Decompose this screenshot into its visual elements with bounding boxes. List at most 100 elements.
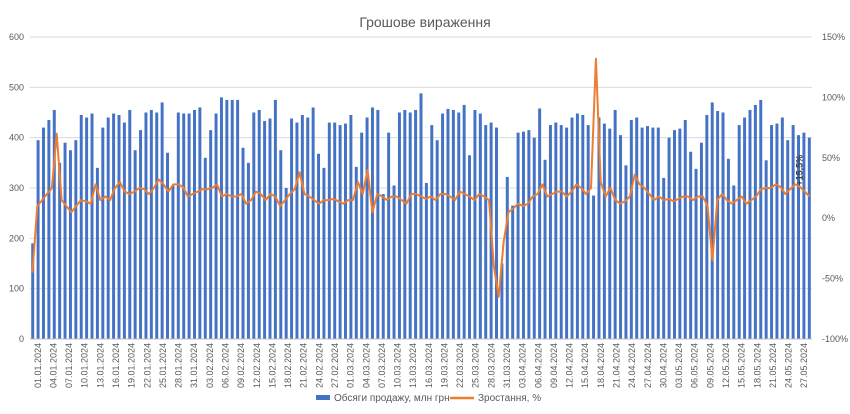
bar xyxy=(160,102,164,339)
x-tick-label: 31.03.2024 xyxy=(502,343,512,388)
bar xyxy=(716,110,720,340)
x-tick-label: 01.01.2024 xyxy=(33,343,43,388)
bar xyxy=(284,188,288,339)
bar xyxy=(505,176,509,339)
bar xyxy=(68,150,72,339)
bar xyxy=(802,132,806,339)
bar xyxy=(230,99,234,340)
bar xyxy=(516,132,520,339)
bar xyxy=(214,113,218,339)
x-tick-label: 01.03.2024 xyxy=(346,343,356,388)
x-tick-label: 12.05.2024 xyxy=(721,343,731,388)
bar xyxy=(414,109,418,339)
bar xyxy=(322,167,326,339)
growth-line xyxy=(31,57,811,298)
x-tick-label: 24.04.2024 xyxy=(627,343,637,388)
bar xyxy=(63,142,67,339)
primary-y-axis: 0 100 200 300 400 500 600 xyxy=(9,32,24,344)
bar xyxy=(651,127,655,339)
bar xyxy=(786,140,790,339)
bar xyxy=(554,122,558,339)
bar xyxy=(203,157,207,339)
bar xyxy=(689,151,693,339)
x-tick-label: 04.01.2024 xyxy=(48,343,58,388)
bar xyxy=(101,127,105,339)
bar xyxy=(257,109,261,339)
bar xyxy=(198,107,202,339)
bar xyxy=(327,122,331,339)
bar xyxy=(764,160,768,339)
bar xyxy=(360,132,364,339)
bar xyxy=(430,125,434,339)
bar xyxy=(484,125,488,339)
bar xyxy=(171,185,175,339)
bar xyxy=(478,113,482,339)
y-tick-label: 0 xyxy=(19,334,24,344)
x-tick-label: 09.05.2024 xyxy=(705,343,715,388)
bar xyxy=(41,127,45,339)
bar xyxy=(36,140,40,339)
bar xyxy=(619,135,623,339)
x-tick-label: 19.03.2024 xyxy=(439,343,449,388)
x-tick-label: 07.01.2024 xyxy=(64,343,74,388)
bar xyxy=(90,113,94,339)
x-tick-label: 28.03.2024 xyxy=(486,343,496,388)
x-tick-label: 25.03.2024 xyxy=(471,343,481,388)
bar xyxy=(47,120,51,339)
bar xyxy=(592,195,596,339)
bar xyxy=(678,128,682,339)
bar xyxy=(166,152,170,339)
bar xyxy=(743,117,747,340)
x-tick-label: 22.01.2024 xyxy=(142,343,152,388)
x-tick-label: 27.02.2024 xyxy=(330,343,340,388)
bar xyxy=(408,112,412,339)
bar-series xyxy=(31,93,811,340)
bar xyxy=(397,112,401,339)
bar xyxy=(344,123,347,339)
bar xyxy=(662,177,666,339)
bar xyxy=(770,125,774,339)
x-tick-label: 27.05.2024 xyxy=(799,343,809,388)
bar xyxy=(376,109,380,339)
y-tick-label: 400 xyxy=(9,133,24,143)
bar xyxy=(807,137,811,339)
x-tick-label: 12.02.2024 xyxy=(252,343,262,388)
bar xyxy=(209,130,213,339)
legend-swatch-bars xyxy=(316,395,330,400)
x-tick-label: 04.03.2024 xyxy=(361,343,371,388)
bar xyxy=(732,185,736,339)
bar xyxy=(139,130,143,339)
x-tick-label: 21.02.2024 xyxy=(299,343,309,388)
bar xyxy=(74,140,78,339)
bar xyxy=(759,99,763,340)
bar xyxy=(462,104,466,339)
x-tick-label: 06.04.2024 xyxy=(533,343,543,388)
bar xyxy=(52,109,56,339)
bar xyxy=(263,121,267,339)
bar xyxy=(527,130,531,339)
bar xyxy=(435,140,439,339)
bar xyxy=(457,112,461,339)
x-tick-label: 03.02.2024 xyxy=(205,343,215,388)
secondary-y-axis: -100% -50% 0% 50% 100% 150% xyxy=(822,32,848,344)
bar xyxy=(79,115,83,340)
x-axis: 01.01.2024 04.01.2024 07.01.2024 10.01.2024… xyxy=(30,338,812,388)
x-tick-label: 16.03.2024 xyxy=(424,343,434,388)
bar xyxy=(419,93,423,339)
bar xyxy=(58,162,62,339)
bar xyxy=(149,109,153,339)
bar xyxy=(117,115,121,340)
bar xyxy=(290,118,294,339)
bar xyxy=(155,112,159,339)
bar xyxy=(748,109,752,339)
bar xyxy=(176,112,180,339)
bar xyxy=(333,122,337,339)
bar xyxy=(112,113,116,339)
bar xyxy=(640,127,644,339)
x-tick-label: 07.03.2024 xyxy=(377,343,387,388)
x-tick-label: 25.01.2024 xyxy=(158,343,168,388)
bar xyxy=(225,99,229,340)
x-tick-label: 10.01.2024 xyxy=(80,343,90,388)
bar xyxy=(279,150,283,339)
y2-tick-label: 50% xyxy=(822,153,840,163)
